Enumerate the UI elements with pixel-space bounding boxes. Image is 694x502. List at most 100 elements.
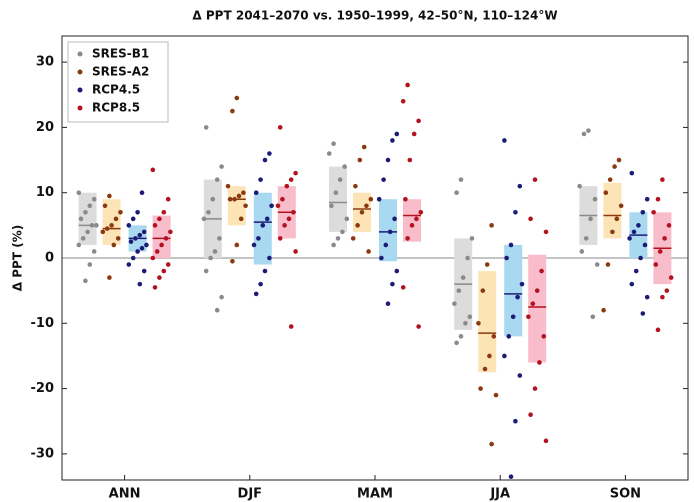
data-point [236,193,242,199]
data-point [383,242,389,248]
data-point [203,125,209,130]
data-point [118,209,123,215]
data-point [465,255,470,261]
data-point [230,108,235,114]
data-point [107,193,112,199]
data-point [411,131,417,137]
data-point [89,223,95,228]
data-point [629,281,635,287]
data-point [657,249,663,254]
y-tick-label: -10 [31,316,55,331]
data-point [629,170,635,176]
data-point [528,412,533,418]
data-point [642,242,648,248]
data-point [291,209,296,215]
data-point [510,314,516,320]
data-point [458,334,464,339]
data-point [168,229,173,235]
data-point [655,196,661,202]
data-point [405,82,410,88]
data-point [618,203,624,209]
data-point [212,249,218,254]
data-point [376,196,382,202]
data-point [282,223,287,228]
data-point [219,294,224,300]
data-point [133,236,138,241]
data-point [91,249,97,254]
data-point [159,242,164,248]
data-point [157,275,162,280]
data-point [644,196,650,202]
legend-marker [77,51,83,57]
data-point [264,216,270,222]
data-point [243,203,248,209]
data-point [581,131,587,137]
data-point [534,288,540,293]
data-point [504,255,509,261]
legend-label: RCP8.5 [92,101,140,115]
data-point [594,262,600,267]
legend-label: SRES-B1 [92,47,149,61]
data-point [269,203,274,209]
range-box [329,166,347,232]
data-point [163,236,169,241]
data-point [115,236,121,241]
data-point [489,441,494,447]
data-point [513,209,518,215]
data-point [366,249,371,254]
data-point [452,301,457,307]
data-point [359,209,365,215]
data-point [579,249,585,254]
data-point [400,98,406,104]
data-point [219,164,224,169]
x-tick-label: MAM [357,487,393,502]
data-point [508,474,514,480]
data-point [340,229,345,235]
data-point [541,334,547,339]
data-point [329,203,334,209]
data-point [364,203,369,209]
data-point [230,258,235,264]
data-point [539,268,544,274]
data-point [601,307,606,313]
data-point [482,366,488,372]
data-point [633,268,639,274]
data-point [94,223,99,228]
data-point [660,177,665,182]
data-point [631,229,637,235]
data-point [165,262,171,267]
data-point [277,125,283,130]
data-point [350,236,356,241]
data-point [141,268,147,274]
data-point [258,177,263,182]
data-point [293,249,298,254]
data-point [392,216,397,222]
data-point [592,196,598,202]
data-point [480,288,486,293]
legend-label: SRES-A2 [92,65,149,79]
data-point [385,157,391,163]
data-point [414,216,419,222]
data-point [76,190,82,196]
y-tick-label: 20 [36,120,54,135]
data-point [513,418,518,424]
data-point [355,223,360,228]
range-box [227,186,246,226]
data-point [83,209,88,215]
data-point [489,223,494,228]
data-point [201,216,207,222]
data-point [256,236,261,241]
data-point [253,291,259,297]
x-tick-label: DJF [238,487,263,502]
data-point [655,327,661,333]
data-point [640,209,646,215]
data-point [217,236,222,241]
range-box [603,182,622,239]
data-point [135,249,140,254]
data-point [508,242,514,248]
data-point [251,242,257,248]
data-point [335,236,341,241]
data-point [644,294,650,300]
data-point [353,183,358,189]
x-tick-label: JJA [489,487,510,502]
